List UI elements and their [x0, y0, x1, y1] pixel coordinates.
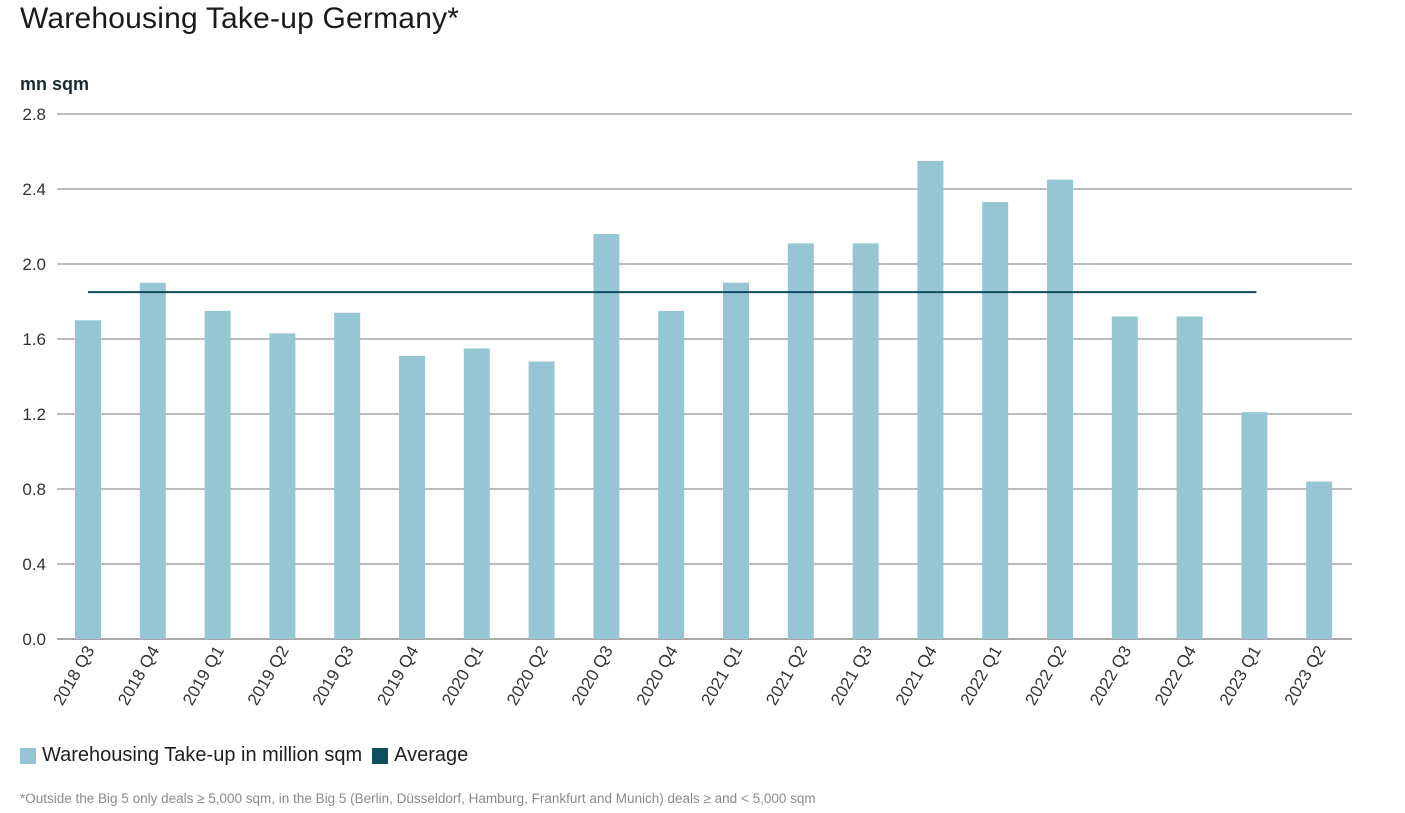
bar[interactable] — [787, 243, 814, 639]
x-tick-label: 2022 Q4 — [1151, 643, 1200, 709]
x-tick-label: 2020 Q2 — [503, 643, 552, 709]
legend: Warehousing Take-up in million sqm Avera… — [20, 744, 478, 767]
x-tick-label: 2018 Q3 — [49, 643, 98, 709]
y-axis-unit-label: mn sqm — [20, 74, 90, 94]
bar[interactable] — [1176, 316, 1203, 640]
x-tick-label: 2021 Q4 — [892, 643, 941, 709]
chart-title: Warehousing Take-up Germany* — [20, 2, 460, 35]
y-tick-label: 0.0 — [22, 630, 46, 649]
legend-label-takeup: Warehousing Take-up in million sqm — [42, 744, 363, 766]
x-tick-label: 2021 Q1 — [697, 643, 746, 709]
x-tick-label: 2023 Q2 — [1281, 643, 1330, 709]
bar[interactable] — [528, 361, 555, 640]
legend-swatch-average — [372, 747, 389, 764]
x-tick-label: 2019 Q2 — [244, 643, 293, 709]
bar[interactable] — [1306, 481, 1333, 640]
x-tick-label: 2018 Q4 — [114, 643, 163, 709]
y-tick-label: 0.4 — [22, 555, 46, 574]
y-tick-label: 0.8 — [22, 480, 46, 499]
bar[interactable] — [334, 312, 361, 639]
bar[interactable] — [269, 333, 296, 639]
x-tick-label: 2019 Q1 — [179, 643, 228, 709]
x-tick-label: 2022 Q3 — [1086, 643, 1135, 709]
bar[interactable] — [139, 282, 166, 639]
bar[interactable] — [75, 320, 101, 639]
y-tick-label: 1.6 — [22, 330, 46, 349]
bar[interactable] — [1111, 316, 1138, 640]
y-tick-label: 2.8 — [22, 105, 46, 124]
bar[interactable] — [1241, 412, 1268, 639]
legend-label-average: Average — [394, 744, 469, 766]
x-tick-label: 2020 Q3 — [568, 643, 617, 709]
y-axis-ticks: 0.0 0.4 0.8 1.2 1.6 2.0 2.4 2.8 — [22, 105, 46, 649]
bars — [75, 160, 1333, 640]
legend-item-average[interactable]: Average — [372, 744, 468, 767]
x-tick-label: 2022 Q2 — [1021, 643, 1070, 709]
x-tick-label: 2019 Q3 — [309, 643, 358, 709]
x-tick-label: 2019 Q4 — [373, 643, 422, 709]
bar[interactable] — [917, 160, 944, 639]
x-tick-label: 2021 Q2 — [762, 643, 811, 709]
y-tick-label: 2.4 — [22, 180, 46, 199]
bar[interactable] — [593, 234, 620, 639]
x-tick-label: 2023 Q1 — [1216, 643, 1265, 709]
y-tick-label: 2.0 — [22, 255, 46, 274]
bar-chart: 0.00.40.81.21.62.02.42.8 2018 Q3 2018 Q4 2… — [22, 105, 1352, 708]
bar[interactable] — [982, 202, 1009, 639]
bar[interactable] — [723, 282, 749, 639]
bar[interactable] — [399, 355, 425, 639]
legend-item-takeup[interactable]: Warehousing Take-up in million sqm — [20, 744, 362, 767]
legend-swatch-takeup — [20, 747, 36, 764]
bar[interactable] — [463, 348, 490, 639]
x-tick-label: 2020 Q1 — [438, 643, 487, 709]
bar[interactable] — [1047, 179, 1073, 639]
gridlines — [57, 113, 1352, 640]
footnote: *Outside the Big 5 only deals ≥ 5,000 sq… — [20, 791, 816, 806]
x-tick-label: 2021 Q3 — [827, 643, 876, 709]
x-tick-label: 2020 Q4 — [633, 643, 682, 709]
bar[interactable] — [852, 243, 879, 639]
bar[interactable] — [658, 310, 685, 639]
x-axis-ticks: 2018 Q3 2018 Q4 2019 Q1 2019 Q2 2019 Q3 2019 … — [49, 642, 1329, 708]
bar[interactable] — [204, 310, 231, 639]
x-tick-label: 2022 Q1 — [957, 642, 1006, 708]
y-tick-label: 1.2 — [22, 405, 46, 424]
